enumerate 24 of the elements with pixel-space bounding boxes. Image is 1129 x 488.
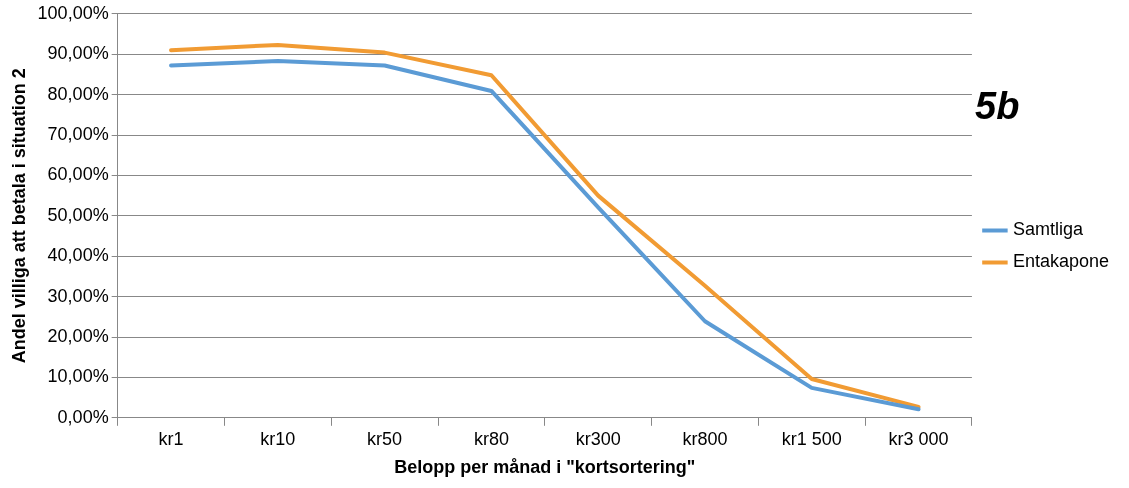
x-tick-label: kr1 500 — [781, 428, 842, 449]
y-tick-label: 100,00% — [37, 2, 109, 23]
x-tick-label: kr50 — [367, 428, 403, 449]
y-tick-label: 50,00% — [47, 204, 109, 225]
y-tick-label: 30,00% — [47, 285, 109, 306]
x-tick-label: kr800 — [682, 428, 728, 449]
x-tick-label: kr10 — [260, 428, 296, 449]
y-tick-label: 80,00% — [47, 83, 109, 104]
y-tick-label: 0,00% — [57, 406, 109, 427]
y-tick-label: 90,00% — [47, 43, 109, 64]
legend-label: Samtliga — [1012, 219, 1084, 240]
x-tick-label: kr80 — [473, 428, 509, 449]
y-tick-label: 20,00% — [47, 325, 109, 346]
x-tick-label: kr3 000 — [888, 428, 949, 449]
y-tick-label: 70,00% — [47, 123, 109, 144]
y-tick-label: 40,00% — [47, 245, 109, 266]
y-axis-title: Andel villiga att betala i situation 2 — [8, 68, 29, 364]
text: 5b — [975, 85, 1020, 128]
x-axis-title: Belopp per månad i "kortsortering" — [394, 457, 696, 478]
legend-label: Entakapone — [1012, 251, 1110, 272]
x-tick-label: kr300 — [575, 428, 621, 449]
y-tick-label: 60,00% — [47, 164, 109, 185]
y-tick-label: 10,00% — [47, 366, 109, 387]
x-tick-label: kr1 — [158, 428, 184, 449]
